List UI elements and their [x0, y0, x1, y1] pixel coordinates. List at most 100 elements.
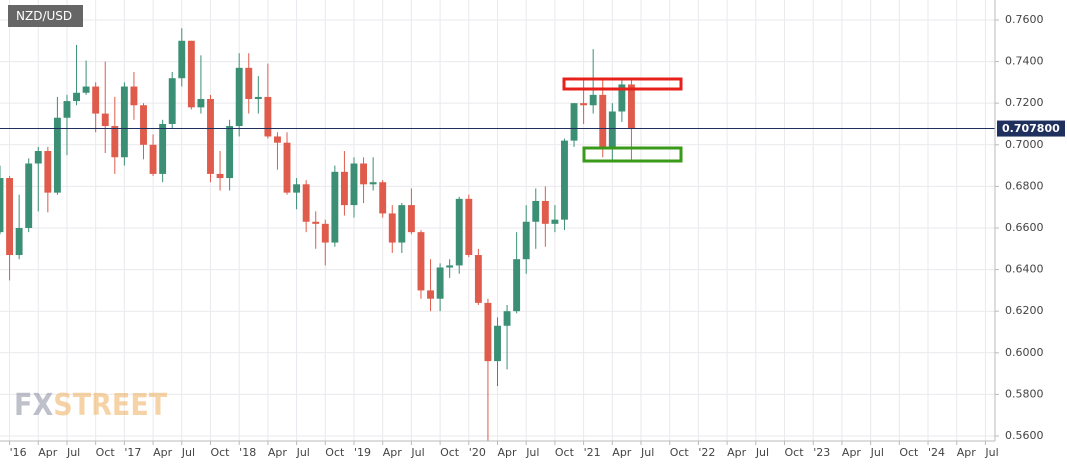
x-tick-label: '16	[10, 446, 27, 459]
x-tick-label: Oct	[555, 446, 575, 459]
candle-body	[388, 213, 396, 243]
candle-body	[111, 126, 119, 158]
x-tick-label: Jul	[296, 446, 310, 459]
candle-body	[120, 86, 128, 158]
candle-body	[34, 151, 42, 164]
x-tick-label: Apr	[612, 446, 632, 459]
candle-body	[0, 178, 4, 233]
x-tick-label: Jul	[410, 446, 424, 459]
candle-body	[6, 178, 14, 256]
grid	[0, 0, 995, 441]
x-tick-label: Apr	[498, 446, 518, 459]
candle-body	[197, 99, 205, 108]
candle-body	[92, 86, 100, 114]
x-tick-label: Apr	[268, 446, 288, 459]
x-tick-label: Apr	[383, 446, 403, 459]
x-tick-label: Jul	[755, 446, 769, 459]
y-tick-label: 0.7200	[1005, 96, 1044, 109]
candle-body	[178, 40, 186, 79]
candle-body	[159, 123, 167, 174]
candle-body	[350, 163, 358, 206]
candle-body	[455, 198, 463, 266]
y-tick-label: 0.6800	[1005, 179, 1044, 192]
x-tick-label: '23	[813, 446, 830, 459]
candle-body	[168, 78, 176, 124]
candle-body	[274, 136, 281, 143]
candle-body	[53, 117, 61, 193]
x-tick-label: '21	[584, 446, 601, 459]
x-tick-label: Jul	[870, 446, 884, 459]
candle-body	[312, 221, 320, 224]
x-tick-label: Oct	[670, 446, 690, 459]
candle-body	[207, 99, 214, 174]
x-tick-label: Jul	[640, 446, 654, 459]
candle-body	[580, 103, 588, 106]
candle-body	[340, 171, 348, 206]
candle-body	[436, 267, 444, 299]
x-tick-label: '22	[698, 446, 715, 459]
watermark: FXSTREET	[14, 388, 168, 423]
candle-body	[474, 255, 482, 303]
candle-body	[331, 171, 339, 243]
candle-body	[216, 173, 224, 179]
candle-body	[561, 140, 568, 220]
candle-body	[235, 67, 243, 127]
candle-body	[589, 94, 597, 106]
x-tick-label: Apr	[153, 446, 173, 459]
plot-area	[0, 28, 995, 441]
candle-body	[302, 184, 310, 222]
candle-body	[245, 67, 253, 100]
resistance-box	[562, 77, 683, 91]
y-tick-label: 0.6200	[1005, 304, 1044, 317]
candle-body	[503, 311, 511, 326]
chart-title: NZD/USD	[16, 9, 72, 23]
candle-body	[618, 84, 626, 112]
x-tick-label: Oct	[899, 446, 919, 459]
candle-body	[379, 182, 387, 214]
candle-body	[627, 84, 635, 129]
candle-body	[25, 163, 33, 228]
x-tick-label: '18	[239, 446, 256, 459]
candle-body	[15, 227, 23, 256]
candle-body	[541, 200, 549, 224]
candle-body	[407, 205, 415, 233]
x-tick-label: Apr	[842, 446, 862, 459]
candle-body	[226, 126, 234, 179]
y-tick-label: 0.7400	[1005, 55, 1044, 68]
x-tick-label: '24	[928, 446, 945, 459]
x-tick-label: Oct	[785, 446, 805, 459]
support-box	[582, 146, 683, 163]
candle-body	[522, 221, 530, 260]
candle-body	[283, 142, 291, 193]
title-box	[8, 5, 83, 27]
candle-body	[82, 86, 90, 93]
y-tick-label: 0.7600	[1005, 13, 1044, 26]
candle-body	[369, 182, 377, 185]
x-tick-label: Oct	[325, 446, 345, 459]
x-tick-label: Jul	[984, 446, 998, 459]
candle-body	[494, 325, 501, 362]
x-tick-label: Jul	[181, 446, 195, 459]
candle-body	[570, 103, 578, 141]
x-tick-label: '19	[354, 446, 371, 459]
x-tick-label: '20	[469, 446, 486, 459]
candle-body	[63, 101, 71, 118]
candle-body	[360, 163, 368, 185]
candle-body	[187, 40, 195, 108]
candle-body	[44, 151, 52, 193]
y-tick-label: 0.6400	[1005, 263, 1044, 276]
candle-body	[608, 111, 616, 149]
watermark-fx: FX	[14, 388, 53, 423]
candle-body	[73, 92, 80, 102]
y-tick-label: 0.7000	[1005, 138, 1044, 151]
candle-body	[149, 144, 157, 174]
candle-body	[417, 232, 425, 291]
candle-body	[446, 265, 454, 268]
candle-body	[465, 198, 473, 256]
y-tick-label: 0.6000	[1005, 346, 1044, 359]
candle-body	[513, 259, 521, 312]
y-tick-label: 0.6600	[1005, 221, 1044, 234]
last-price-label: 0.707800	[1002, 122, 1060, 135]
candle-body	[264, 96, 272, 137]
